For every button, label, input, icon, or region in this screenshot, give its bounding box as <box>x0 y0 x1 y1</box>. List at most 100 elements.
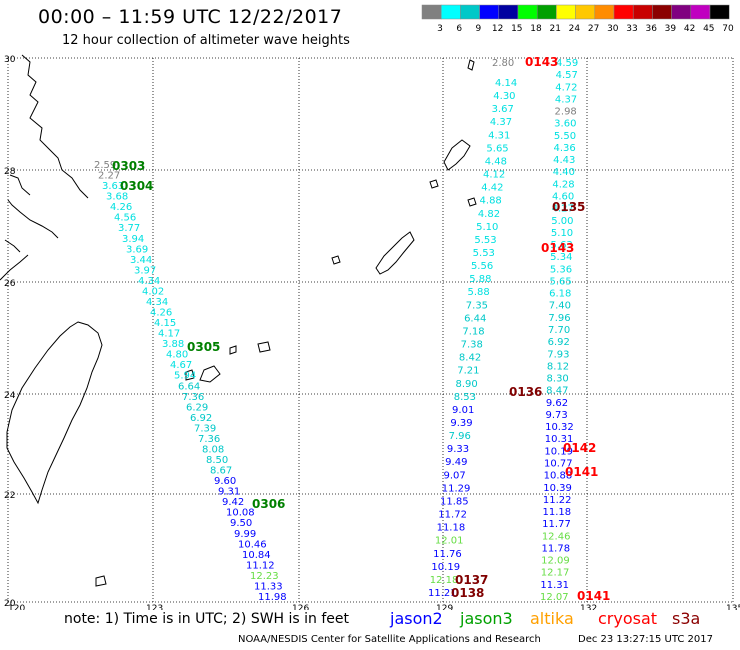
wave-height-value: 4.59 <box>556 58 578 69</box>
wave-height-value: 10.19 <box>544 446 573 457</box>
wave-height-value: 9.39 <box>450 418 472 429</box>
wave-height-value: 5.88 <box>468 287 490 298</box>
wave-height-value: 9.49 <box>445 457 467 468</box>
wave-height-value: 3.94 <box>122 234 144 245</box>
pass-label: 0142 <box>563 441 596 455</box>
wave-height-value: 4.82 <box>478 209 500 220</box>
wave-height-value: 4.37 <box>555 94 577 105</box>
wave-height-value: 8.08 <box>202 444 224 455</box>
legend-label: 12 <box>492 24 503 34</box>
wave-height-value: 5.56 <box>471 261 493 272</box>
wave-height-value: 4.80 <box>166 350 188 361</box>
wave-height-value: 4.88 <box>480 196 502 207</box>
pass-label: 0135 <box>552 200 585 214</box>
sat-jason2: jason2 <box>390 609 443 628</box>
wave-height-value: 4.72 <box>555 82 577 93</box>
pass-label: 0138 <box>451 586 484 600</box>
wave-height-value: 3.68 <box>106 192 128 203</box>
wave-height-value: 2.80 <box>492 58 514 69</box>
wave-height-value: 8.90 <box>455 379 477 390</box>
wave-height-value: 10.31 <box>545 434 574 445</box>
wave-height-value: 3.77 <box>118 223 140 234</box>
okinawa-island <box>375 231 415 275</box>
wave-height-value: 2.59 <box>94 160 116 171</box>
amami-island <box>443 139 471 171</box>
wave-height-value: 10.08 <box>226 508 255 519</box>
wave-height-value: 4.40 <box>553 167 575 178</box>
wave-height-value: 3.60 <box>554 119 576 130</box>
axis-tick-labels: 120 123 126 129 132 135 30 28 26 24 22 20 <box>4 55 740 610</box>
wave-height-value: 5.34 <box>550 252 572 263</box>
pass-label: 0143 <box>541 241 574 255</box>
map-subtitle: 12 hour collection of altimeter wave hei… <box>62 33 350 48</box>
wave-height-value: 11.98 <box>258 592 287 603</box>
wave-height-value: 4.57 <box>556 70 578 81</box>
small-island <box>467 59 475 71</box>
legend-label: 24 <box>569 24 581 34</box>
wave-height-value: 8.67 <box>210 466 232 477</box>
wave-height-value: 4.17 <box>158 329 180 340</box>
x-tick-label: 132 <box>580 604 597 610</box>
wave-height-value: 12.18 <box>430 575 459 586</box>
wave-height-value: 5.00 <box>551 216 573 227</box>
pass-label: 0303 <box>112 159 145 173</box>
wave-height-value: 9.73 <box>545 410 567 421</box>
wave-height-value: 12.17 <box>541 568 570 579</box>
footer-note: note: 1) Time is in UTC; 2) SWH is in fe… <box>64 611 350 627</box>
pass-label: 0305 <box>187 340 220 354</box>
wave-height-value: 9.50 <box>230 518 252 529</box>
yaeyama-island <box>199 365 221 383</box>
wave-height-value: 12.23 <box>250 571 279 582</box>
wave-height-value: 7.70 <box>548 325 570 336</box>
wave-height-value: 10.39 <box>543 483 572 494</box>
wave-height-value: 10.32 <box>545 422 574 433</box>
wave-height-value: 3.63 <box>102 181 124 192</box>
wave-height-value: 7.18 <box>462 326 484 337</box>
legend-label: 70 <box>722 24 734 34</box>
wave-height-value: 4.56 <box>114 213 136 224</box>
wave-height-value: 11.31 <box>540 580 569 591</box>
wave-height-value: 4.67 <box>170 360 192 371</box>
miyako-island <box>257 341 271 353</box>
wave-height-value: 6.18 <box>549 289 571 300</box>
wave-height-value: 11.18 <box>437 523 466 534</box>
small-island <box>331 255 341 265</box>
x-tick-label: 135 <box>726 604 740 610</box>
pass-label: 0136 <box>509 385 542 399</box>
wave-height-value: 4.48 <box>485 156 507 167</box>
wave-height-value: 4.34 <box>138 276 160 287</box>
wave-height-value: 2.98 <box>555 107 577 118</box>
wave-height-value: 8.53 <box>454 392 476 403</box>
coastlines <box>0 54 477 587</box>
wave-height-value: 7.96 <box>548 313 570 324</box>
wave-height-value: 6.29 <box>186 402 208 413</box>
sat-altika: altika <box>530 609 574 628</box>
footer-timestamp: Dec 23 13:27:15 UTC 2017 <box>578 634 713 645</box>
wave-height-value: 4.12 <box>483 170 505 181</box>
legend-label: 18 <box>530 24 542 34</box>
wave-height-value: 8.30 <box>547 374 569 385</box>
legend-label: 15 <box>511 24 522 34</box>
wave-height-value: 9.62 <box>546 398 568 409</box>
wave-height-value: 10.88 <box>544 471 573 482</box>
y-tick-label: 30 <box>4 55 16 65</box>
small-island <box>185 369 195 381</box>
wave-height-value: 7.40 <box>549 301 571 312</box>
wave-height-value: 3.88 <box>162 339 184 350</box>
pass-label: 0143 <box>525 55 558 69</box>
x-tick-label: 120 <box>8 604 25 610</box>
wave-height-value: 4.28 <box>552 179 574 190</box>
wave-height-value: 11.22 <box>543 495 572 506</box>
wave-height-value: 4.43 <box>553 155 575 166</box>
legend-swatch <box>709 4 730 20</box>
pass-label: 0141 <box>565 465 598 479</box>
pass-label: 0304 <box>120 179 153 193</box>
wave-height-value: 9.07 <box>443 470 465 481</box>
wave-height-labels: 2.592.273.633.684.264.563.773.943.693.44… <box>94 55 610 603</box>
wave-height-map: 2.592.273.633.684.264.563.773.943.693.44… <box>0 54 740 610</box>
wave-height-value: 3.44 <box>130 255 152 266</box>
wave-height-value: 8.50 <box>206 455 228 466</box>
wave-height-value: 5.10 <box>476 222 498 233</box>
wave-height-value: 8.12 <box>547 361 569 372</box>
wave-height-value: 10.77 <box>544 459 573 470</box>
